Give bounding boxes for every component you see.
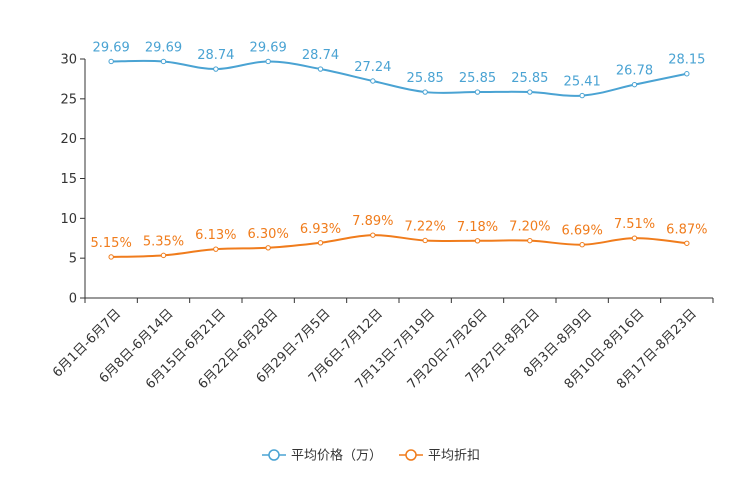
legend-marker-icon <box>268 449 280 461</box>
series-0: 29.69 29.69 28.74 29.69 28.74 27.24 25.85 25.85… <box>93 40 705 99</box>
series-line <box>111 234 687 258</box>
data-label: 7.89% <box>352 214 393 229</box>
data-point[interactable] <box>213 66 219 72</box>
data-point[interactable] <box>422 89 428 95</box>
data-point[interactable] <box>527 89 533 95</box>
data-point[interactable] <box>527 237 533 244</box>
data-point[interactable] <box>317 66 324 72</box>
data-point[interactable] <box>579 242 585 248</box>
data-label: 27.24 <box>354 60 391 75</box>
series-1: 5.15% 5.35% 6.13% 6.30% 6.93% 7.89% 7.22% 7.18%… <box>91 214 707 260</box>
y-tick-label: 0 <box>69 292 77 307</box>
data-point[interactable] <box>160 58 167 65</box>
legend-item-1[interactable]: 平均折扣 <box>399 449 480 464</box>
data-label: 29.69 <box>145 40 182 55</box>
data-label: 26.78 <box>616 64 653 79</box>
data-point[interactable] <box>579 92 585 99</box>
data-label: 6.69% <box>562 224 603 239</box>
data-point[interactable] <box>317 240 324 246</box>
data-point[interactable] <box>108 254 114 260</box>
data-point[interactable] <box>474 238 481 244</box>
data-label: 25.85 <box>511 71 548 86</box>
legend-marker-icon <box>405 449 417 461</box>
y-tick-label: 20 <box>60 132 77 147</box>
y-tick-label: 30 <box>60 53 77 68</box>
data-label: 5.15% <box>91 236 132 251</box>
data-point[interactable] <box>108 58 114 65</box>
data-point[interactable] <box>370 232 376 238</box>
legend-label: 平均折扣 <box>428 449 480 464</box>
legend-item-0[interactable]: 平均价格（万） <box>262 448 382 464</box>
data-point[interactable] <box>684 240 690 246</box>
data-point[interactable] <box>631 235 638 241</box>
data-label: 29.69 <box>250 40 287 55</box>
data-point[interactable] <box>160 252 167 259</box>
data-label: 6.30% <box>248 227 289 242</box>
data-point[interactable] <box>213 246 219 252</box>
data-label: 25.85 <box>459 71 496 86</box>
y-tick-label: 15 <box>60 172 77 187</box>
data-point[interactable] <box>265 58 271 65</box>
data-label: 6.93% <box>300 222 341 237</box>
data-label: 7.18% <box>457 220 498 235</box>
data-label: 7.20% <box>509 220 550 235</box>
chart-legend[interactable]: 平均价格（万） 平均折扣 <box>262 448 480 464</box>
y-tick-label: 25 <box>60 92 77 107</box>
data-point[interactable] <box>631 81 638 88</box>
data-point[interactable] <box>265 245 271 251</box>
data-label: 25.41 <box>564 75 601 90</box>
data-point[interactable] <box>684 71 690 77</box>
y-tick-label: 5 <box>69 252 77 267</box>
data-label: 25.85 <box>407 71 444 86</box>
legend-label: 平均价格（万） <box>291 448 382 464</box>
data-label: 28.74 <box>197 48 234 63</box>
data-label: 7.51% <box>614 217 655 232</box>
data-label: 5.35% <box>143 234 184 249</box>
data-point[interactable] <box>474 89 481 95</box>
series-line <box>111 59 688 97</box>
data-label: 28.74 <box>302 48 339 63</box>
data-label: 6.13% <box>195 228 236 243</box>
data-label: 28.15 <box>668 53 705 68</box>
chart-series: 29.69 29.69 28.74 29.69 28.74 27.24 25.85 25.85… <box>91 40 707 260</box>
y-tick-label: 10 <box>60 212 77 227</box>
data-label: 7.22% <box>405 219 446 234</box>
data-label: 29.69 <box>93 40 130 55</box>
data-point[interactable] <box>422 237 428 244</box>
data-point[interactable] <box>370 78 376 84</box>
data-label: 6.87% <box>666 222 707 237</box>
